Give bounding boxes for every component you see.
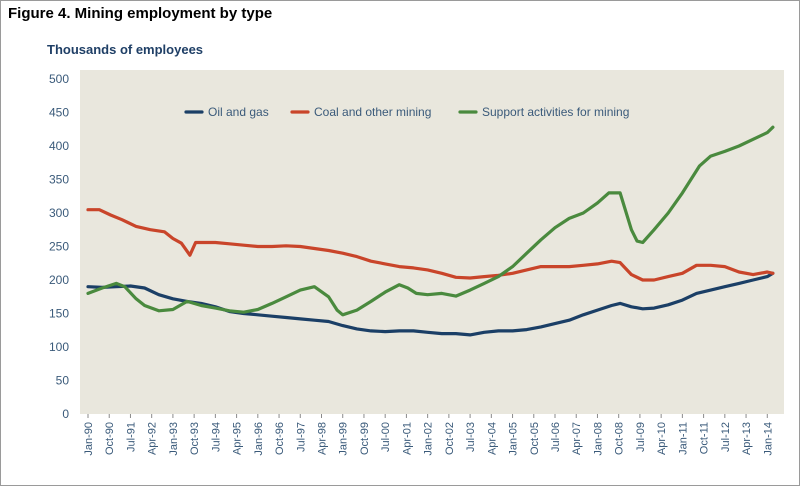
- y-axis-ticks: 0 50 100 150 200 250 300 350 400 450 500: [49, 72, 69, 421]
- y-tick-label: 50: [56, 374, 70, 388]
- x-tick-label: Apr-10: [656, 422, 668, 455]
- y-tick-label: 450: [49, 106, 69, 120]
- y-tick-label: 200: [49, 273, 69, 287]
- series-line-support-activities-for-mining: [86, 125, 775, 317]
- x-tick-label: Apr-13: [741, 422, 753, 455]
- y-tick-label: 100: [49, 340, 69, 354]
- x-tick-label: Apr-92: [147, 422, 159, 455]
- y-axis-title: Thousands of employees: [47, 42, 204, 57]
- y-tick-label: 250: [49, 240, 69, 254]
- x-tick-label: Apr-01: [401, 422, 413, 455]
- x-tick-label: Jul-03: [465, 422, 477, 452]
- x-tick-label: Apr-95: [232, 422, 244, 455]
- x-tick-label: Apr-07: [571, 422, 583, 455]
- legend-label: Coal and other mining: [314, 105, 431, 119]
- series-line-oil-and-gas: [86, 271, 775, 337]
- x-tick-label: Jan-93: [168, 422, 180, 456]
- x-tick-label: Apr-04: [486, 422, 498, 455]
- x-tick-label: Oct-99: [359, 422, 371, 455]
- x-tick-label: Apr-98: [317, 422, 329, 455]
- x-tick-label: Jan-11: [677, 422, 689, 455]
- y-tick-label: 350: [49, 173, 69, 187]
- y-tick-label: 500: [49, 72, 69, 86]
- y-tick-label: 300: [49, 206, 69, 220]
- x-tick-label: Oct-96: [274, 422, 286, 455]
- legend-label: Oil and gas: [208, 105, 269, 119]
- x-tick-label: Jan-96: [253, 422, 265, 456]
- legend: Oil and gas Coal and other mining Support …: [184, 105, 629, 119]
- y-tick-label: 400: [49, 139, 69, 153]
- x-tick-label: Jan-14: [762, 422, 774, 456]
- x-tick-label: Jul-94: [210, 422, 222, 452]
- x-axis-ticks: Jan-90 Oct-90 Jul-91 Apr-92 Jan-93 Oct-93 Jul-…: [83, 414, 774, 456]
- x-tick-label: Jan-90: [83, 422, 95, 456]
- x-tick-label: Jul-09: [635, 422, 647, 452]
- x-tick-label: Jul-00: [380, 422, 392, 452]
- x-tick-label: Oct-05: [529, 422, 541, 455]
- y-tick-label: 0: [62, 407, 69, 421]
- x-tick-label: Jan-02: [423, 422, 435, 456]
- x-tick-label: Jul-91: [125, 422, 137, 452]
- x-tick-label: Jan-99: [338, 422, 350, 456]
- x-tick-label: Jan-05: [508, 422, 520, 456]
- x-tick-label: Jul-12: [720, 422, 732, 452]
- x-tick-label: Jul-06: [550, 422, 562, 452]
- series-line-coal-and-other-mining: [86, 208, 775, 282]
- plot-area: [80, 70, 784, 414]
- figure-title: Figure 4. Mining employment by type: [8, 5, 273, 22]
- legend-label: Support activities for mining: [482, 105, 629, 119]
- x-tick-label: Jan-08: [592, 422, 604, 456]
- x-tick-label: Oct-93: [189, 422, 201, 455]
- x-tick-label: Oct-02: [444, 422, 456, 455]
- x-tick-label: Oct-90: [104, 422, 116, 455]
- x-tick-label: Oct-11: [699, 422, 711, 454]
- x-tick-label: Oct-08: [614, 422, 626, 455]
- x-tick-label: Jul-97: [295, 422, 307, 452]
- y-tick-label: 150: [49, 307, 69, 321]
- series-lines: [86, 125, 775, 337]
